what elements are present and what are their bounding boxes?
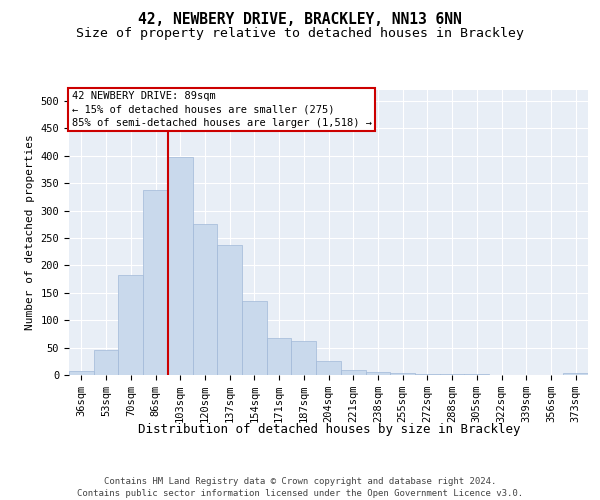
Y-axis label: Number of detached properties: Number of detached properties [25,134,35,330]
Bar [69,370,94,375]
Text: Contains HM Land Registry data © Crown copyright and database right 2024.
Contai: Contains HM Land Registry data © Crown c… [77,476,523,498]
Text: 42 NEWBERY DRIVE: 89sqm
← 15% of detached houses are smaller (275)
85% of semi-d: 42 NEWBERY DRIVE: 89sqm ← 15% of detache… [71,92,371,128]
Text: Size of property relative to detached houses in Brackley: Size of property relative to detached ho… [76,28,524,40]
Bar [341,370,365,375]
Bar [94,350,118,375]
Bar [365,372,390,375]
Bar [143,190,168,375]
Text: 42, NEWBERY DRIVE, BRACKLEY, NN13 6NN: 42, NEWBERY DRIVE, BRACKLEY, NN13 6NN [138,12,462,28]
Bar [193,224,217,375]
Bar [316,362,341,375]
Bar [440,374,464,375]
Bar [118,274,143,375]
Bar [292,341,316,375]
Bar [217,244,242,375]
Bar [242,301,267,375]
Bar [415,374,440,375]
Bar [563,374,588,375]
Text: Distribution of detached houses by size in Brackley: Distribution of detached houses by size … [137,422,520,436]
Bar [267,338,292,375]
Bar [168,158,193,375]
Bar [390,374,415,375]
Bar [464,374,489,375]
